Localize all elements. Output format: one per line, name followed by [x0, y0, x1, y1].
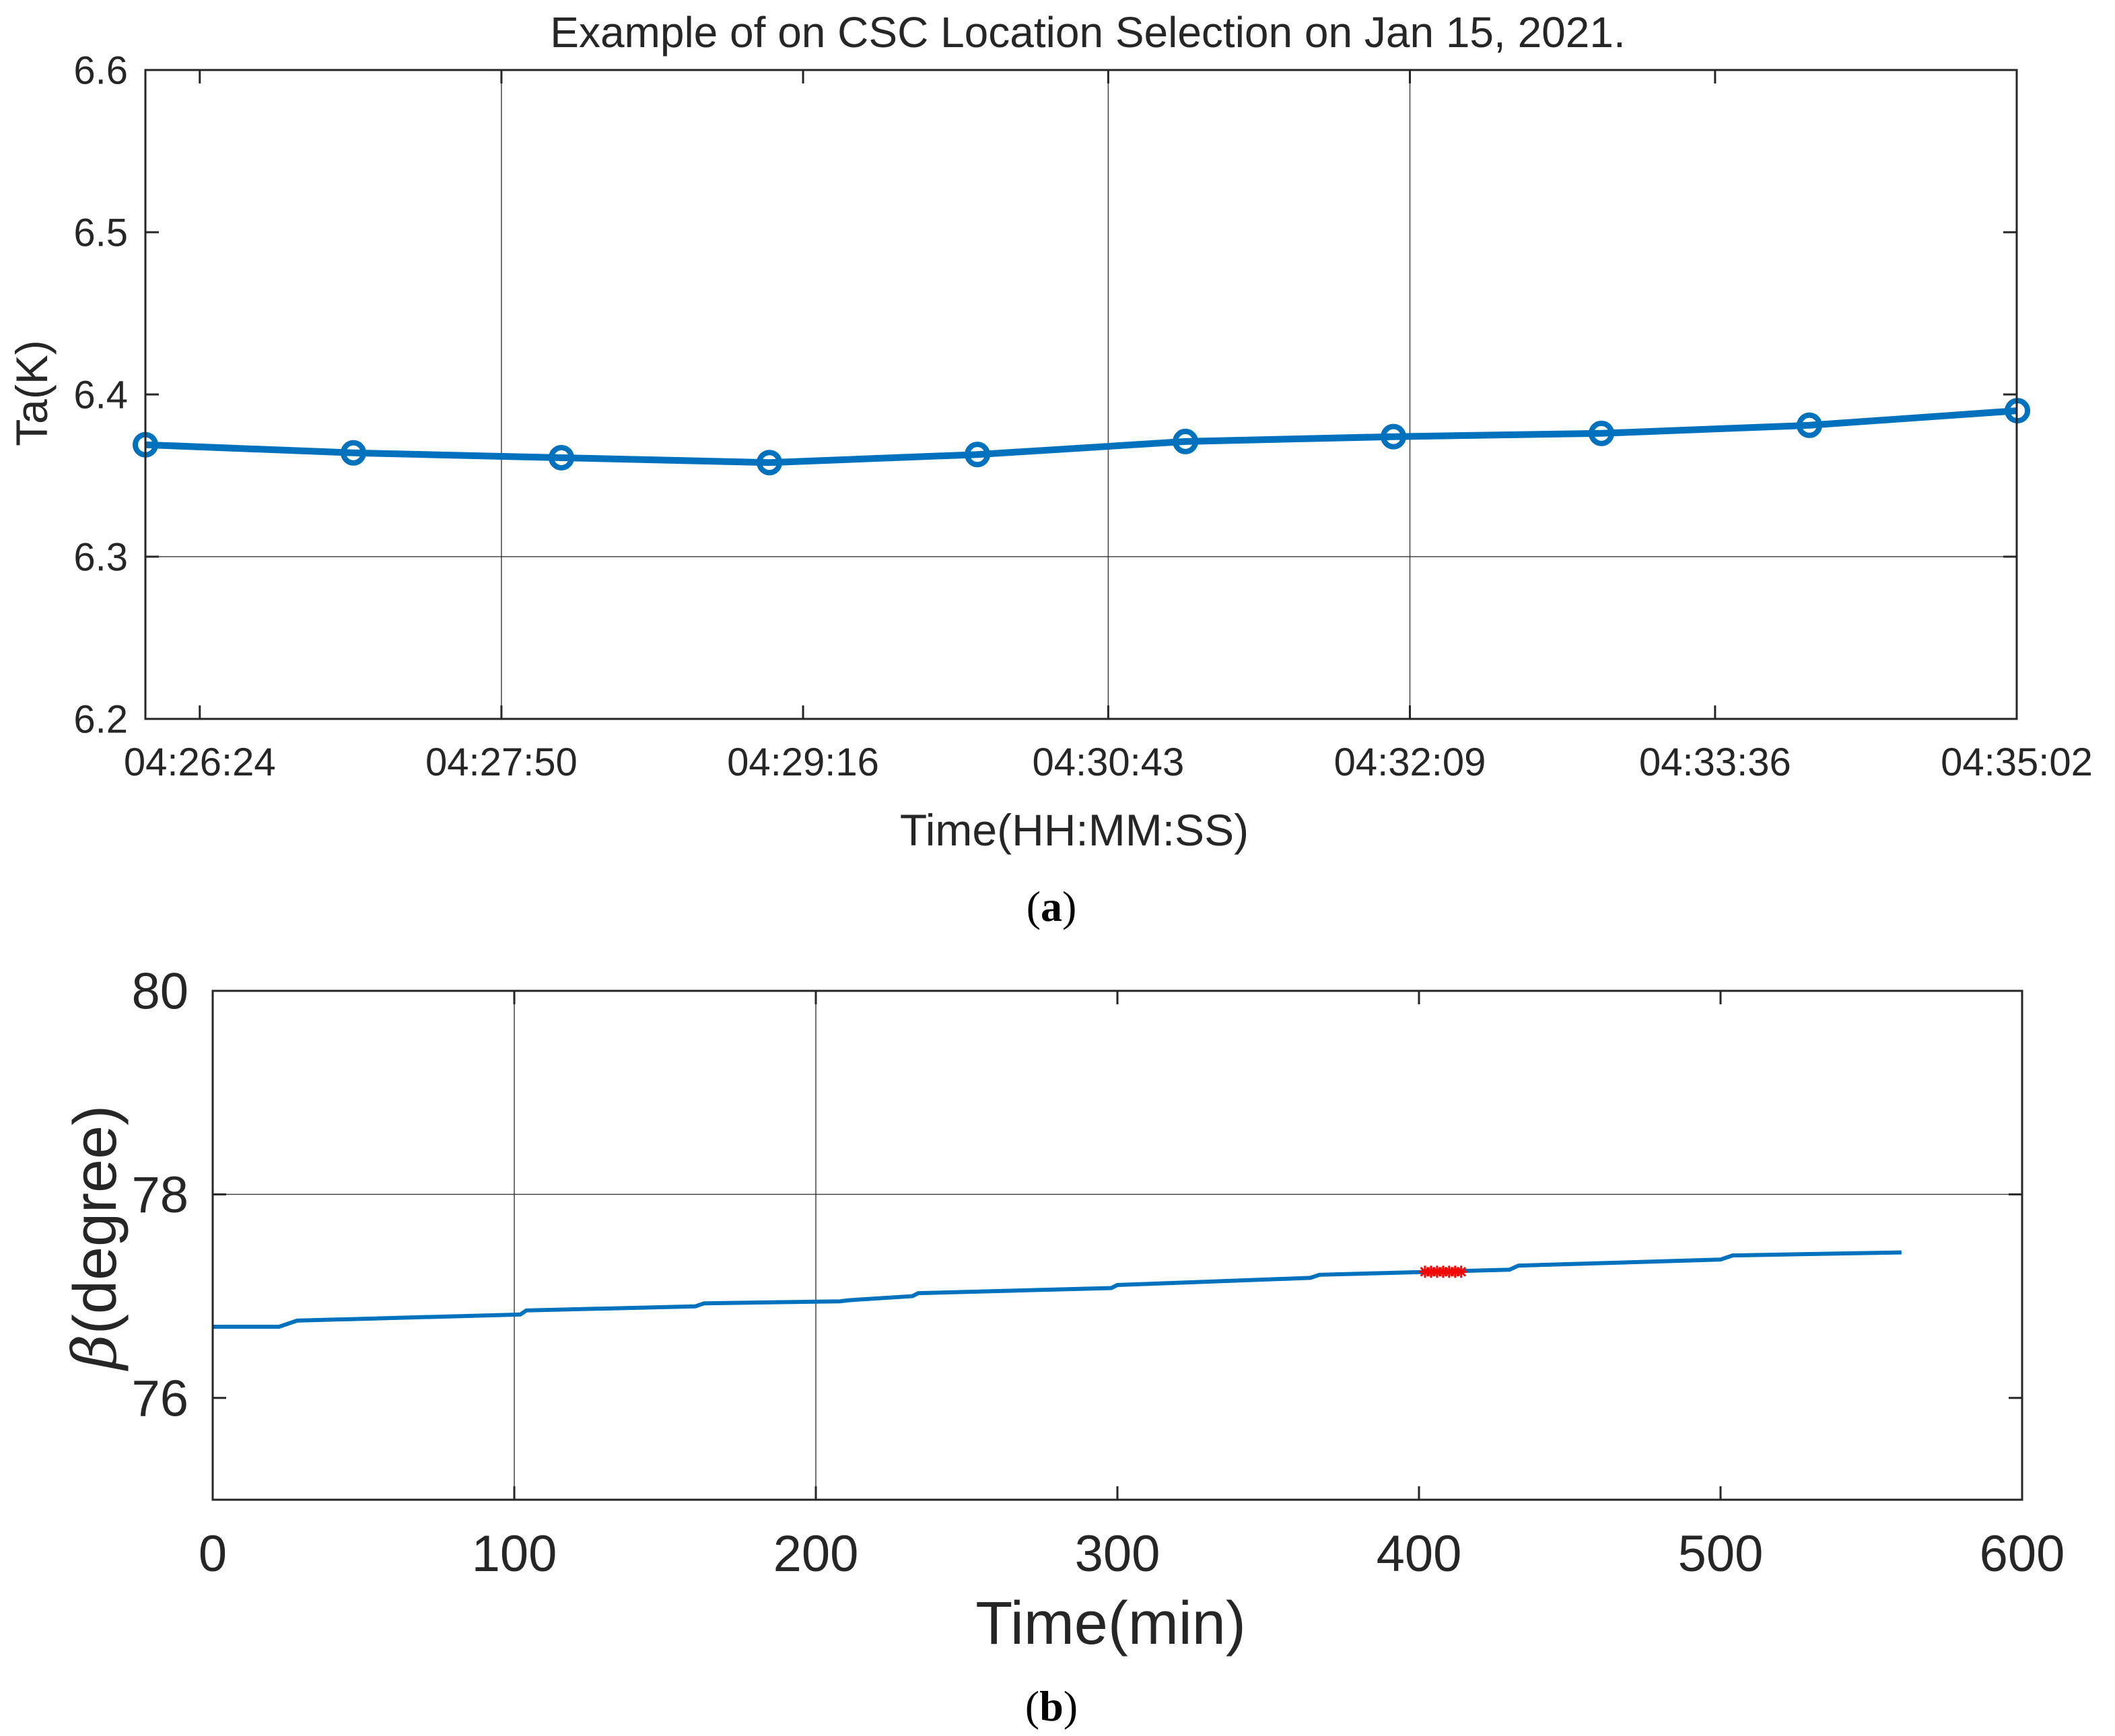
a-x-tick-label: 04:33:36 [1639, 740, 1791, 784]
panel-a-data-point [1797, 412, 1823, 438]
panel-b-caption: (b) [1025, 1682, 1078, 1730]
a-y-tick-label: 6.2 [73, 697, 128, 741]
panel-b-y-axis-unit: (degree) [62, 1105, 129, 1334]
panel-b-caption-letter: b [1039, 1682, 1064, 1730]
b-x-tick-label: 300 [1075, 1525, 1160, 1583]
panel-a-data-point [1589, 420, 1615, 446]
panel-b-x-axis-label: Time(min) [975, 1590, 1246, 1657]
panel-b-plot-frame [211, 989, 2023, 1501]
a-y-tick-label: 6.5 [73, 211, 128, 254]
b-x-tick-label: 400 [1377, 1525, 1462, 1583]
b-y-tick-label: 78 [131, 1167, 188, 1224]
panel-b-series [213, 1250, 1902, 1329]
panel-a-y-axis-label: Ta(K) [7, 340, 57, 446]
b-x-tick-label: 100 [472, 1525, 557, 1583]
panel-b-grid [213, 991, 2022, 1500]
panel-a-ticks [145, 69, 2018, 720]
panel-b-selected-point [1455, 1265, 1467, 1278]
panel-a-data-point [965, 442, 991, 468]
panel-a-title: Example of on CSC Location Selection on … [550, 8, 1625, 57]
panel-a-data-point [341, 440, 367, 466]
a-x-tick-label: 04:35:02 [1941, 740, 2093, 784]
a-x-tick-label: 04:26:24 [124, 740, 276, 784]
panel-a-data-point [1381, 423, 1407, 450]
panel-b-series-line [213, 1250, 1902, 1329]
a-x-tick-label: 04:30:43 [1032, 740, 1184, 784]
panel-b-y-axis-label: β(degree) [60, 1105, 131, 1371]
panel-b-ticks [211, 989, 2023, 1500]
panel-a-chart: 04:26:24 04:27:50 04:29:16 04:30:43 04:32:09… [7, 8, 2093, 930]
panel-b-caption-open: ( [1025, 1682, 1039, 1730]
panel-a-data-point [757, 450, 783, 476]
b-x-tick-label: 500 [1678, 1525, 1764, 1583]
panel-a-caption-close: ) [1062, 882, 1076, 930]
b-y-tick-label: 76 [131, 1370, 188, 1427]
panel-a-caption: (a) [1027, 882, 1077, 930]
panel-a-series [133, 398, 2031, 476]
b-y-tick-label: 80 [131, 963, 188, 1020]
panel-a-series-line [145, 407, 2018, 466]
panel-a-data-point [549, 444, 575, 471]
panel-b-tick-labels: 0 100 200 300 400 500 600 76 78 80 [131, 963, 2065, 1583]
panel-a-x-axis-label: Time(HH:MM:SS) [900, 805, 1249, 855]
panel-a-data-point [1173, 428, 1199, 454]
a-x-tick-label: 04:27:50 [425, 740, 578, 784]
b-x-tick-label: 200 [773, 1525, 859, 1583]
panel-a-caption-open: ( [1027, 882, 1041, 930]
a-x-tick-label: 04:29:16 [727, 740, 879, 784]
panel-b-chart: 0 100 200 300 400 500 600 76 78 80 Time(min) β(de… [60, 963, 2065, 1730]
panel-b-caption-close: ) [1064, 1682, 1078, 1730]
b-x-tick-label: 0 [199, 1525, 227, 1583]
a-y-tick-label: 6.4 [73, 373, 128, 417]
a-y-tick-label: 6.6 [73, 48, 128, 92]
b-x-tick-label: 600 [1980, 1525, 2065, 1583]
panel-a-caption-letter: a [1041, 882, 1062, 930]
a-y-tick-label: 6.3 [73, 535, 128, 579]
panel-b-y-axis-symbol: β [60, 1334, 131, 1371]
a-x-tick-label: 04:32:09 [1334, 740, 1486, 784]
panel-a-plot-frame [144, 69, 2018, 720]
panel-a-tick-labels: 04:26:24 04:27:50 04:29:16 04:30:43 04:32:09… [73, 48, 2093, 784]
panel-a-grid [145, 70, 2017, 719]
asterisk-stroke [1456, 1266, 1467, 1277]
